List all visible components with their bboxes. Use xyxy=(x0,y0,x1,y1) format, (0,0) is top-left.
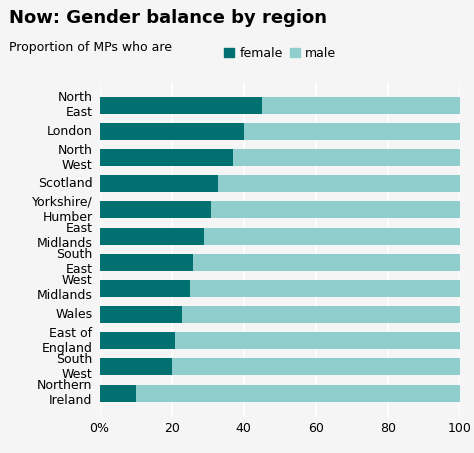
Bar xyxy=(172,358,460,376)
Bar xyxy=(100,332,175,349)
Bar xyxy=(100,227,204,245)
Bar xyxy=(211,202,460,218)
Bar xyxy=(100,280,190,297)
Bar xyxy=(100,97,262,114)
Bar xyxy=(182,306,460,323)
Bar xyxy=(233,149,460,166)
Bar xyxy=(190,280,460,297)
Bar xyxy=(100,358,172,376)
Bar xyxy=(136,385,460,401)
Bar xyxy=(204,227,460,245)
Bar xyxy=(100,149,233,166)
Bar xyxy=(262,97,460,114)
Bar xyxy=(193,254,460,271)
Bar xyxy=(219,175,460,192)
Bar xyxy=(100,123,244,140)
Bar xyxy=(175,332,460,349)
Text: Now: Gender balance by region: Now: Gender balance by region xyxy=(9,9,328,27)
Bar xyxy=(100,385,136,401)
Bar xyxy=(100,175,219,192)
Legend: female, male: female, male xyxy=(224,47,336,60)
Bar xyxy=(244,123,460,140)
Text: Proportion of MPs who are: Proportion of MPs who are xyxy=(9,41,181,54)
Bar xyxy=(100,202,211,218)
Bar xyxy=(100,254,193,271)
Bar xyxy=(100,306,182,323)
